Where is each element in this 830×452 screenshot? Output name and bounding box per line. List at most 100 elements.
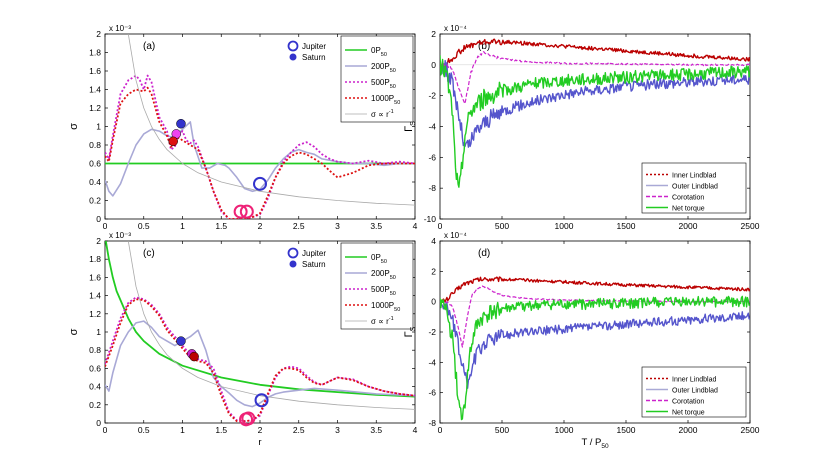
legend-label-main: 200P [371, 62, 390, 71]
legend-label-main: 500P [371, 78, 390, 87]
panel-label: (a) [143, 41, 155, 52]
x-axis-label: T / P50 [581, 437, 609, 450]
legend-label-main: 1000P [371, 301, 394, 310]
series-line [440, 55, 750, 188]
x-tick-label: 500 [495, 221, 509, 231]
y-tick-label: -6 [428, 388, 436, 398]
y-tick-label: 0.2 [89, 196, 101, 206]
x-axis-label-main: r [258, 437, 261, 448]
axis-scale-note: x 10⁻⁴ [444, 231, 467, 240]
y-tick-label: -10 [424, 214, 437, 224]
legend-label: 500P50 [371, 78, 396, 90]
series-line [105, 241, 415, 398]
legend-label-sup: -1 [389, 316, 394, 322]
saturn-marker [176, 118, 186, 129]
legend-label-sub: 50 [390, 291, 396, 297]
y-tick-label: 0.8 [89, 345, 101, 355]
x-tick-label: 4 [413, 221, 418, 231]
legend-dot-icon [289, 53, 297, 61]
y-tick-label: 0.4 [89, 382, 101, 392]
x-tick-label: 3.5 [370, 221, 382, 231]
x-tick-label: 3.5 [370, 425, 382, 435]
y-tick-label: 1.6 [89, 66, 101, 76]
series-group [440, 276, 750, 421]
y-axis-label: σ [68, 123, 80, 130]
panel-b: 0 500 1000 1500 2000 2500 -10 -8 -6 -4 -2 0 2 x 10⁻⁴ Γ… [403, 24, 760, 231]
legend-label-main: Outer Lindblad [672, 184, 718, 191]
panel-label: (b) [478, 41, 490, 52]
legend-label-main: Corotation [672, 195, 704, 202]
x-tick-label: 1 [180, 425, 185, 435]
planet-legend-label: Jupiter [302, 42, 326, 51]
y-tick-label: 0.6 [89, 363, 101, 373]
planet-legend-label: Jupiter [302, 249, 326, 258]
series-line [440, 51, 750, 105]
legend-label: Corotation [672, 195, 704, 202]
legend-label-sup: -1 [389, 109, 394, 115]
y-tick-label: 1.4 [89, 85, 101, 95]
x-tick-label: 0 [103, 425, 108, 435]
jupiter-marker [239, 204, 254, 219]
legend-label-main: 200P [371, 269, 390, 278]
x-tick-label: 2000 [679, 221, 698, 231]
jupiter-marker [254, 393, 269, 408]
legend-label-main: 0P [371, 253, 381, 262]
axis-scale-note: x 10⁻⁴ [444, 24, 467, 33]
y-tick-label: 1.8 [89, 254, 101, 264]
panel-d: 0 500 1000 1500 2000 2500 -8 -6 -4 -2 0 2 4 x 10⁻⁴ ΓS T… [403, 231, 760, 450]
panel-label: (c) [143, 248, 155, 259]
legend-label: Corotation [672, 399, 704, 406]
legend-label-sub: 50 [394, 100, 400, 106]
x-tick-label: 3 [335, 221, 340, 231]
saturn-marker [176, 336, 186, 346]
series-line [105, 121, 415, 197]
y-tick-label: 0.2 [89, 400, 101, 410]
panel-c: 0 0.5 1 1.5 2 2.5 3 3.5 4 0 0.2 0.4 0.6 0.8 1 1.2 1.4 1.6… [68, 231, 418, 448]
y-tick-label: 0.4 [89, 177, 101, 187]
jupiter-marker [233, 204, 248, 219]
series-line [440, 38, 750, 67]
legend-label: 200P50 [371, 269, 396, 281]
y-tick-label: -8 [428, 183, 436, 193]
x-tick-label: 2000 [679, 425, 698, 435]
y-tick-label: 0 [431, 297, 436, 307]
legend: Inner Lindblad Outer Lindblad Corotation Ne… [641, 366, 747, 418]
axis-scale-note: x 10⁻³ [109, 24, 131, 33]
y-axis-label: ΓS [403, 121, 417, 132]
y-tick-label: -8 [428, 418, 436, 428]
legend-label: 1000P50 [371, 94, 400, 106]
y-tick-label: 0 [431, 60, 436, 70]
legend-dot-icon [289, 260, 297, 268]
legend-box [641, 366, 747, 418]
series-line [440, 276, 750, 305]
y-axis-label: σ [68, 328, 80, 335]
x-tick-label: 1 [180, 221, 185, 231]
planet-legend-label: Saturn [302, 260, 326, 269]
y-axis-label: ΓS [403, 326, 417, 337]
y-tick-label: 0.6 [89, 159, 101, 169]
x-tick-label: 2500 [741, 221, 760, 231]
series-line [105, 74, 415, 219]
y-axis-label-sub: S [410, 121, 417, 126]
jupiter-marker [239, 412, 254, 427]
panel-label: (d) [478, 248, 490, 259]
legend-label: 1000P50 [371, 301, 400, 313]
legend-label-main: Inner Lindblad [672, 377, 716, 384]
legend-label-main: σ ∝ r [371, 110, 389, 119]
jupiter-marker [253, 176, 267, 191]
y-tick-label: 4 [431, 236, 436, 246]
legend-label-main: 0P [371, 46, 381, 55]
series-line [440, 302, 750, 389]
y-tick-label: 2 [96, 236, 101, 246]
legend-label: Net torque [672, 206, 705, 213]
legend-label-main: Net torque [672, 410, 705, 417]
y-axis-label-main: σ [68, 123, 80, 130]
y-tick-label: -6 [428, 152, 436, 162]
y-tick-label: 0.8 [89, 140, 101, 150]
planet-legend-label: Saturn [302, 53, 326, 62]
legend-label-sub: 50 [381, 259, 387, 265]
legend-label: Outer Lindblad [672, 184, 718, 191]
legend-ring-icon [287, 247, 299, 259]
legend-label-main: Net torque [672, 206, 705, 213]
